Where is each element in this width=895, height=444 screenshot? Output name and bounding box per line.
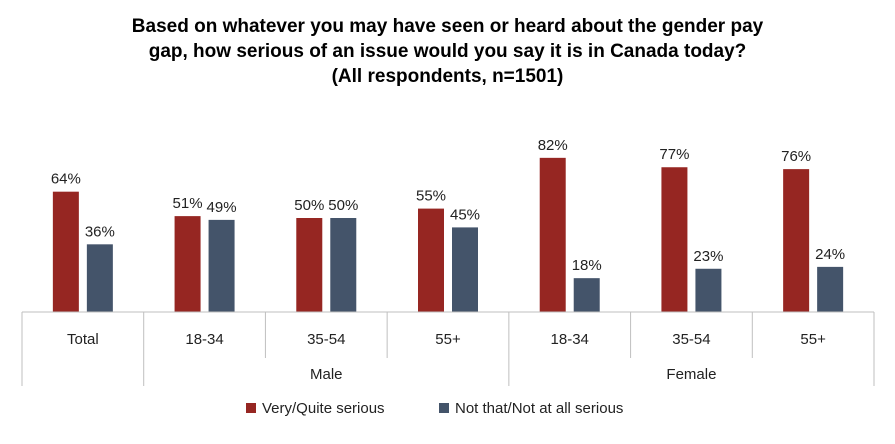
- category-label-4: 18-34: [551, 331, 589, 348]
- group-label-1: Male: [310, 366, 343, 383]
- data-label-very-quite-serious-3: 55%: [416, 188, 446, 205]
- legend-very-quite-serious-label: Very/Quite serious: [262, 400, 385, 417]
- chart-title-line-3: (All respondents, n=1501): [331, 66, 564, 87]
- chart-title-line-1: Based on whatever you may have seen or h…: [131, 16, 764, 37]
- data-label-not-serious-0: 36%: [85, 223, 115, 240]
- bar-not-serious-4: [573, 278, 600, 312]
- data-label-not-serious-4: 18%: [572, 257, 602, 274]
- data-label-very-quite-serious-5: 77%: [659, 146, 689, 163]
- legend-not-serious-label: Not that/Not at all serious: [455, 400, 623, 417]
- data-label-very-quite-serious-4: 82%: [538, 137, 568, 154]
- data-label-very-quite-serious-1: 51%: [173, 195, 203, 212]
- bar-not-serious-5: [695, 268, 722, 312]
- legend-not-serious-swatch: [439, 403, 449, 413]
- bar-not-serious-2: [330, 218, 357, 312]
- bar-very-quite-serious-2: [296, 218, 323, 312]
- bar-very-quite-serious-6: [783, 169, 810, 312]
- legend-very-quite-serious-swatch: [246, 403, 256, 413]
- bar-not-serious-1: [208, 219, 235, 312]
- category-label-5: 35-54: [672, 331, 710, 348]
- bar-very-quite-serious-5: [661, 167, 688, 312]
- data-label-not-serious-1: 49%: [207, 199, 237, 216]
- bar-very-quite-serious-3: [418, 208, 444, 312]
- data-label-very-quite-serious-2: 50%: [294, 197, 324, 214]
- bar-not-serious-6: [817, 266, 844, 312]
- chart-title: Based on whatever you may have seen or h…: [0, 14, 895, 89]
- category-label-1: 18-34: [185, 331, 223, 348]
- bar-very-quite-serious-1: [174, 216, 201, 312]
- data-label-not-serious-3: 45%: [450, 206, 480, 223]
- bar-very-quite-serious-4: [539, 157, 566, 312]
- category-label-6: 55+: [800, 331, 826, 348]
- chart-title-line-2: gap, how serious of an issue would you s…: [148, 41, 747, 62]
- data-label-very-quite-serious-6: 76%: [781, 148, 811, 165]
- group-label-2: Female: [666, 366, 716, 383]
- bar-not-serious-0: [86, 244, 113, 312]
- category-label-0: Total: [67, 331, 99, 348]
- bar-not-serious-3: [452, 227, 478, 312]
- data-label-very-quite-serious-0: 64%: [51, 171, 81, 188]
- data-label-not-serious-6: 24%: [815, 246, 845, 263]
- data-label-not-serious-5: 23%: [693, 248, 723, 265]
- data-label-not-serious-2: 50%: [328, 197, 358, 214]
- category-label-3: 55+: [435, 331, 461, 348]
- bar-very-quite-serious-0: [52, 191, 79, 312]
- category-label-2: 35-54: [307, 331, 345, 348]
